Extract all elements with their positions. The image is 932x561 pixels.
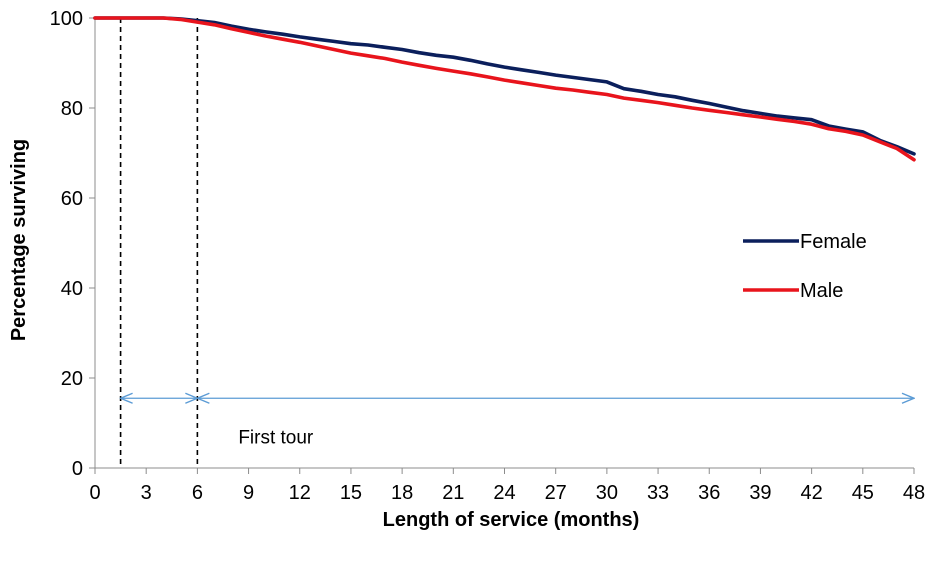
y-tick-label: 20 (61, 368, 83, 390)
y-ticks: 0 20 40 60 80 100 (50, 8, 95, 480)
y-tick-label: 60 (61, 188, 83, 210)
y-axis-title: Percentage surviving (8, 139, 30, 341)
x-tick-label: 30 (596, 482, 618, 504)
x-tick-label: 24 (493, 482, 515, 504)
x-axis-title: Length of service (months) (383, 509, 640, 531)
y-tick-label: 40 (61, 278, 83, 300)
x-tick-label: 9 (243, 482, 254, 504)
x-tick-label: 0 (89, 482, 100, 504)
y-tick-label: 80 (61, 98, 83, 120)
legend-label-female: Female (800, 231, 867, 253)
y-tick-label: 100 (50, 8, 83, 30)
x-tick-label: 18 (391, 482, 413, 504)
x-tick-label: 33 (647, 482, 669, 504)
first-tour-label: First tour (238, 427, 314, 448)
x-ticks: 0 3 6 9 12 15 18 21 24 27 30 33 36 39 42 45 48 (89, 468, 925, 504)
x-tick-label: 45 (852, 482, 874, 504)
series-lines (93, 16, 916, 162)
legend-label-male: Male (800, 280, 843, 302)
series-line-female (93, 16, 916, 156)
legend: Female Male (743, 231, 867, 302)
y-tick-label: 0 (72, 458, 83, 480)
annotations (121, 18, 914, 468)
x-tick-label: 21 (442, 482, 464, 504)
x-tick-label: 36 (698, 482, 720, 504)
series-line-male (93, 16, 916, 162)
x-tick-label: 39 (749, 482, 771, 504)
x-tick-label: 12 (289, 482, 311, 504)
x-tick-label: 48 (903, 482, 925, 504)
x-tick-label: 42 (801, 482, 823, 504)
x-tick-label: 6 (192, 482, 203, 504)
x-tick-label: 3 (141, 482, 152, 504)
x-tick-label: 27 (545, 482, 567, 504)
x-tick-label: 15 (340, 482, 362, 504)
